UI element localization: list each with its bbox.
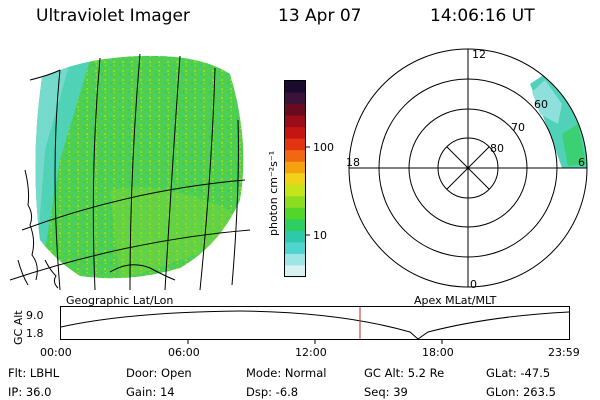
time-label: 14:06:16 UT — [430, 6, 535, 26]
altitude-xtick-1800: 18:00 — [422, 346, 454, 359]
info-mode: Mode: Normal — [246, 366, 327, 380]
info-gc-alt: GC Alt: 5.2 Re — [364, 366, 445, 380]
mlt-label-0: 0 — [470, 278, 477, 291]
colorbar-band — [285, 104, 305, 117]
mlt-label-6: 6 — [578, 156, 585, 169]
colorbar-band — [285, 115, 305, 128]
info-gain: Gain: 14 — [126, 385, 175, 399]
info-filter: Flt: LBHL — [8, 366, 60, 380]
colorbar-band — [285, 184, 305, 197]
info-dsp: Dsp: -6.8 — [246, 385, 299, 399]
lat-label-70: 70 — [511, 121, 525, 134]
colorbar-band — [285, 242, 305, 255]
altitude-xtick-0000: 00:00 — [40, 346, 72, 359]
info-seq: Seq: 39 — [364, 385, 408, 399]
altitude-xtick-1200: 12:00 — [295, 346, 327, 359]
colorbar-band — [285, 265, 305, 278]
colorbar-tick-100: 100 — [313, 141, 334, 154]
altitude-ytick-1-8: 1.8 — [26, 327, 44, 340]
info-ip: IP: 36.0 — [8, 385, 52, 399]
instrument-title: Ultraviolet Imager — [36, 6, 190, 26]
info-glon: GLon: 263.5 — [486, 385, 556, 399]
mlt-label-18: 18 — [346, 156, 360, 169]
altitude-xtick-0600: 06:00 — [168, 346, 200, 359]
colorbar-band — [285, 138, 305, 151]
colorbar-tick-10: 10 — [313, 229, 327, 242]
mlt-label-12: 12 — [472, 48, 486, 61]
polar-caption: Apex MLat/MLT — [414, 294, 497, 307]
colorbar-band — [285, 219, 305, 232]
lat-label-60: 60 — [534, 98, 548, 111]
colorbar — [284, 80, 310, 278]
colorbar-band — [285, 230, 305, 243]
colorbar-band — [285, 81, 305, 94]
colorbar-band — [285, 150, 305, 163]
colorbar-band — [285, 253, 305, 266]
date-label: 13 Apr 07 — [278, 6, 362, 26]
colorbar-band — [285, 92, 305, 105]
lat-label-80: 80 — [490, 142, 504, 155]
altitude-plot — [60, 306, 570, 344]
altitude-ylabel: GC Alt — [12, 310, 25, 345]
colorbar-band — [285, 196, 305, 209]
colorbar-unit-label: photon cm⁻²s⁻¹ — [267, 150, 280, 236]
info-glat: GLat: -47.5 — [486, 366, 551, 380]
polar-plot — [348, 48, 588, 288]
colorbar-band — [285, 207, 305, 220]
info-door: Door: Open — [126, 366, 192, 380]
uv-image-geographic — [9, 53, 251, 291]
altitude-xtick-2359: 23:59 — [548, 346, 580, 359]
colorbar-band — [285, 173, 305, 186]
altitude-ytick-9: 9.0 — [26, 309, 44, 322]
colorbar-band — [285, 127, 305, 140]
geographic-caption: Geographic Lat/Lon — [66, 294, 174, 307]
colorbar-band — [285, 161, 305, 174]
